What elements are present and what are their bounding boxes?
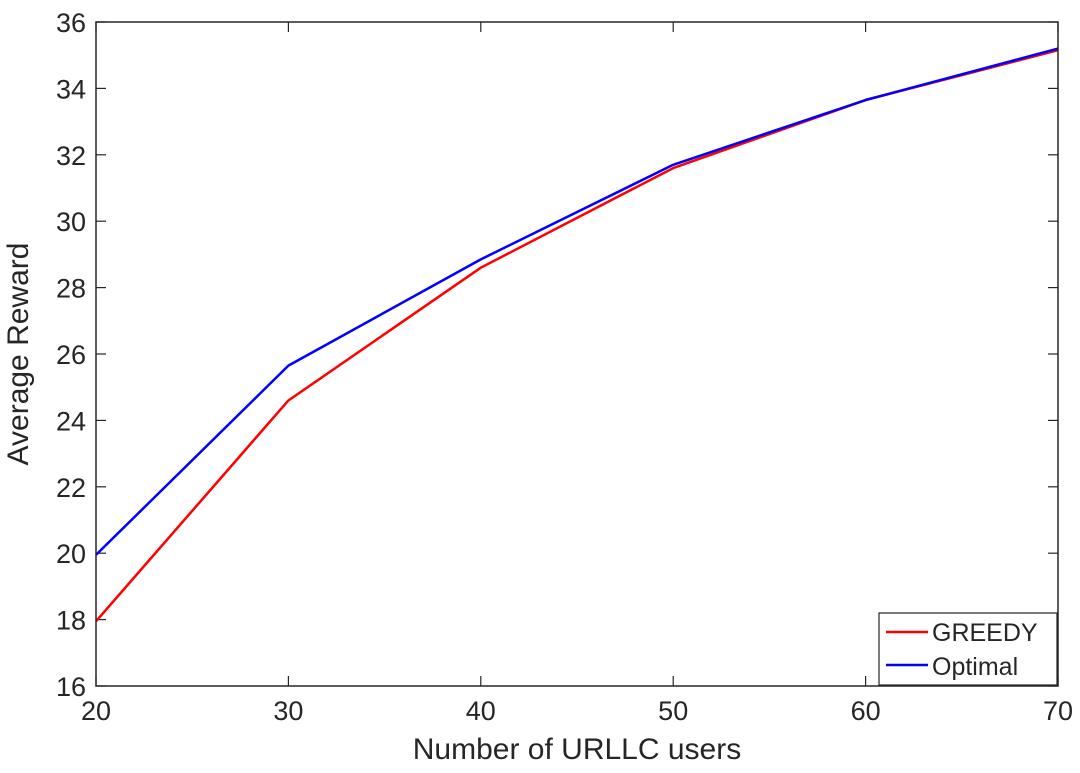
legend: GREEDY Optimal <box>879 613 1057 685</box>
y-tick-label: 18 <box>56 606 86 636</box>
plot-area <box>96 22 1058 686</box>
y-tick-label: 26 <box>56 340 86 370</box>
legend-label-greedy: GREEDY <box>932 619 1038 647</box>
x-tick-label: 70 <box>1043 696 1073 726</box>
y-tick-label: 20 <box>56 539 86 569</box>
y-tick-label: 30 <box>56 207 86 237</box>
legend-label-optimal: Optimal <box>932 653 1018 681</box>
x-tick-label: 50 <box>658 696 688 726</box>
y-axis-label: Average Reward <box>2 243 35 466</box>
x-tick-label: 40 <box>466 696 496 726</box>
y-tick-label: 24 <box>56 406 86 436</box>
y-tick-label: 34 <box>56 74 86 104</box>
y-tick-label: 28 <box>56 274 86 304</box>
y-tick-label: 22 <box>56 473 86 503</box>
x-axis-label: Number of URLLC users <box>413 733 741 766</box>
y-tick-label: 16 <box>56 672 86 702</box>
y-tick-label: 32 <box>56 141 86 171</box>
x-tick-label: 60 <box>851 696 881 726</box>
y-tick-label: 36 <box>56 8 86 38</box>
x-tick-label: 30 <box>273 696 303 726</box>
